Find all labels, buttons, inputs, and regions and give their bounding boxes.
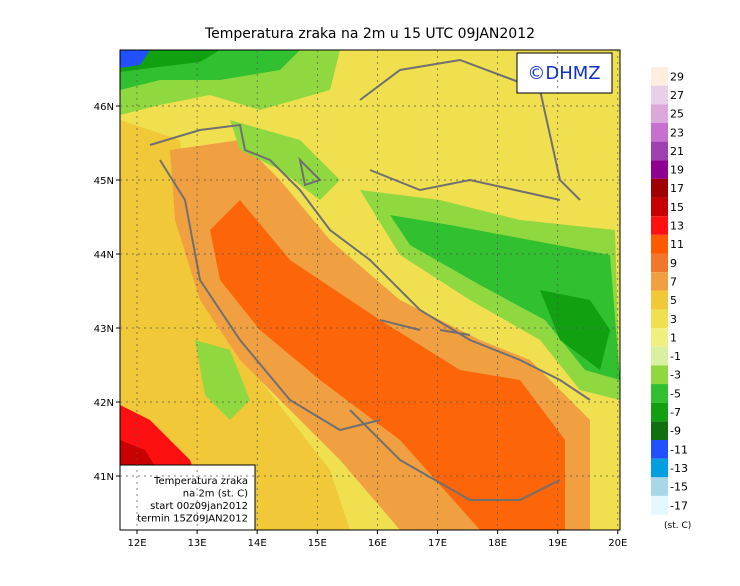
lon-label: 14E bbox=[248, 538, 267, 549]
colorbar-swatch bbox=[651, 346, 668, 366]
colorbar-swatch bbox=[651, 365, 668, 385]
lon-label: 16E bbox=[368, 538, 387, 549]
colorbar-swatch bbox=[651, 141, 668, 161]
lat-label: 41N bbox=[94, 472, 114, 483]
colorbar-label: 1 bbox=[670, 331, 677, 344]
title: Temperatura zraka na 2m u 15 UTC 09JAN20… bbox=[204, 26, 535, 42]
colorbar-swatch bbox=[651, 197, 668, 217]
info-line: termin 15Z09JAN2012 bbox=[137, 514, 248, 525]
colorbar-label: 5 bbox=[670, 294, 677, 307]
colorbar-label: -5 bbox=[670, 387, 681, 400]
colorbar-swatch bbox=[651, 216, 668, 235]
colorbar-swatch bbox=[651, 122, 668, 142]
info-line: start 00z09jan2012 bbox=[150, 501, 248, 512]
colorbar-swatch bbox=[651, 272, 668, 291]
colorbar-label: -13 bbox=[670, 462, 688, 475]
colorbar-unit: (st. C) bbox=[664, 521, 691, 531]
colorbar-swatch bbox=[651, 458, 668, 478]
lon-label: 13E bbox=[188, 538, 207, 549]
lat-label: 44N bbox=[94, 250, 114, 261]
colorbar-label: 11 bbox=[670, 238, 684, 251]
colorbar-label: 29 bbox=[670, 70, 684, 83]
colorbar-label: 15 bbox=[670, 201, 684, 214]
colorbar-label: 17 bbox=[670, 182, 684, 195]
colorbar-label: 3 bbox=[670, 313, 677, 326]
colorbar-label: -15 bbox=[670, 481, 688, 494]
colorbar-label: 25 bbox=[670, 108, 684, 121]
lon-label: 20E bbox=[608, 538, 627, 549]
colorbar-swatch bbox=[651, 178, 668, 198]
colorbar-swatch bbox=[651, 440, 668, 459]
lat-label: 42N bbox=[94, 398, 114, 409]
colorbar-swatch bbox=[651, 495, 668, 515]
lon-label: 18E bbox=[488, 538, 507, 549]
colorbar-label: 7 bbox=[670, 275, 677, 288]
colorbar-label: 9 bbox=[670, 257, 677, 270]
colorbar-swatch bbox=[651, 328, 668, 347]
colorbar-label: 13 bbox=[670, 220, 684, 233]
colorbar-swatch bbox=[651, 421, 668, 440]
temperature-field bbox=[120, 50, 620, 530]
colorbar-label: -1 bbox=[670, 350, 681, 363]
lon-label: 15E bbox=[308, 538, 327, 549]
copyright: ©DHMZ bbox=[527, 63, 600, 84]
colorbar-swatch bbox=[651, 384, 668, 403]
lat-label: 43N bbox=[94, 324, 114, 335]
lon-label: 19E bbox=[548, 538, 567, 549]
colorbar-label: 27 bbox=[670, 89, 684, 102]
colorbar-swatch bbox=[651, 309, 668, 329]
colorbar-swatch bbox=[651, 402, 668, 422]
colorbar-swatch bbox=[651, 477, 668, 496]
info-line: na 2m (st. C) bbox=[183, 489, 248, 500]
copyright-box bbox=[516, 52, 613, 94]
colorbar-label: -3 bbox=[670, 369, 681, 382]
colorbar-label: -17 bbox=[670, 499, 688, 512]
colorbar-swatch bbox=[651, 160, 668, 179]
colorbar-label: -7 bbox=[670, 406, 681, 419]
colorbar-label: 21 bbox=[670, 145, 684, 158]
colorbar-label: -11 bbox=[670, 443, 688, 456]
info-line: Temperatura zraka bbox=[153, 476, 248, 487]
lat-label: 46N bbox=[94, 102, 114, 113]
lon-label: 17E bbox=[428, 538, 447, 549]
colorbar-swatch bbox=[651, 104, 668, 123]
colorbar-swatch bbox=[651, 253, 668, 273]
map-frame bbox=[119, 49, 621, 531]
colorbar-label: 19 bbox=[670, 164, 684, 177]
lon-label: 12E bbox=[127, 538, 146, 549]
colorbar-label: 23 bbox=[670, 126, 684, 139]
colorbar-swatch bbox=[651, 85, 668, 105]
colorbar-swatch bbox=[651, 67, 668, 86]
lat-label: 45N bbox=[94, 176, 114, 187]
colorbar-swatch bbox=[651, 234, 668, 254]
colorbar-swatch bbox=[651, 290, 668, 310]
colorbar-label: -9 bbox=[670, 425, 681, 438]
